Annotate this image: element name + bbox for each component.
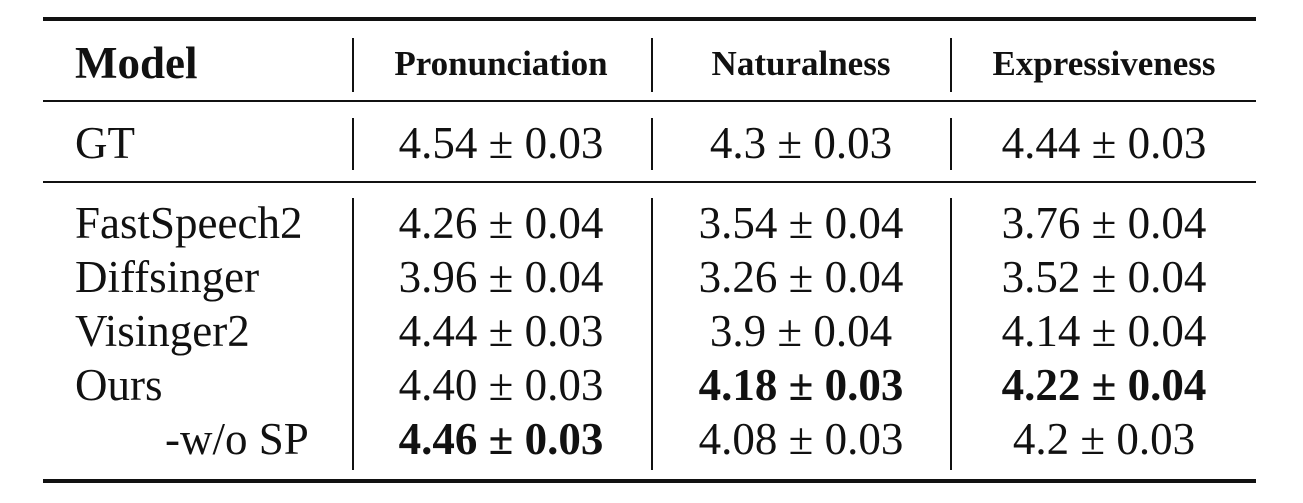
- column-separator: [352, 38, 354, 92]
- model-name: Ours: [75, 360, 163, 410]
- gt-pronunciation: 4.54 ± 0.03: [398, 118, 604, 168]
- gt-expressiveness: 4.44 ± 0.03: [1001, 118, 1207, 168]
- column-separator: [950, 118, 952, 170]
- header-expressiveness: Expressiveness: [992, 44, 1216, 83]
- expressiveness-value: 4.22 ± 0.04: [1001, 360, 1207, 410]
- model-name: -w/o SP: [165, 414, 309, 464]
- pronunciation-value: 3.96 ± 0.04: [398, 252, 604, 302]
- column-separator: [352, 198, 354, 470]
- column-separator: [651, 118, 653, 170]
- model-name: Diffsinger: [75, 252, 260, 302]
- naturalness-value: 4.18 ± 0.03: [698, 360, 904, 410]
- column-separator: [950, 38, 952, 92]
- pronunciation-value: 4.26 ± 0.04: [398, 198, 604, 248]
- gt-rule: [43, 181, 1256, 183]
- naturalness-value: 4.08 ± 0.03: [698, 414, 904, 464]
- model-name: FastSpeech2: [75, 198, 303, 248]
- top-rule: [43, 17, 1256, 21]
- bottom-rule: [43, 479, 1256, 483]
- expressiveness-value: 3.52 ± 0.04: [1001, 252, 1207, 302]
- model-name: Visinger2: [75, 306, 250, 356]
- column-separator: [651, 38, 653, 92]
- pronunciation-value: 4.40 ± 0.03: [398, 360, 604, 410]
- header-pronunciation: Pronunciation: [394, 44, 608, 83]
- gt-model: GT: [75, 118, 135, 168]
- pronunciation-value: 4.46 ± 0.03: [398, 414, 604, 464]
- expressiveness-value: 3.76 ± 0.04: [1001, 198, 1207, 248]
- naturalness-value: 3.9 ± 0.04: [709, 306, 893, 356]
- pronunciation-value: 4.44 ± 0.03: [398, 306, 604, 356]
- header-model: Model: [75, 38, 198, 88]
- header-naturalness: Naturalness: [711, 44, 891, 83]
- naturalness-value: 3.26 ± 0.04: [698, 252, 904, 302]
- gt-naturalness: 4.3 ± 0.03: [709, 118, 893, 168]
- expressiveness-value: 4.2 ± 0.03: [1012, 414, 1196, 464]
- expressiveness-value: 4.14 ± 0.04: [1001, 306, 1207, 356]
- column-separator: [352, 118, 354, 170]
- header-rule: [43, 100, 1256, 102]
- naturalness-value: 3.54 ± 0.04: [698, 198, 904, 248]
- column-separator: [950, 198, 952, 470]
- column-separator: [651, 198, 653, 470]
